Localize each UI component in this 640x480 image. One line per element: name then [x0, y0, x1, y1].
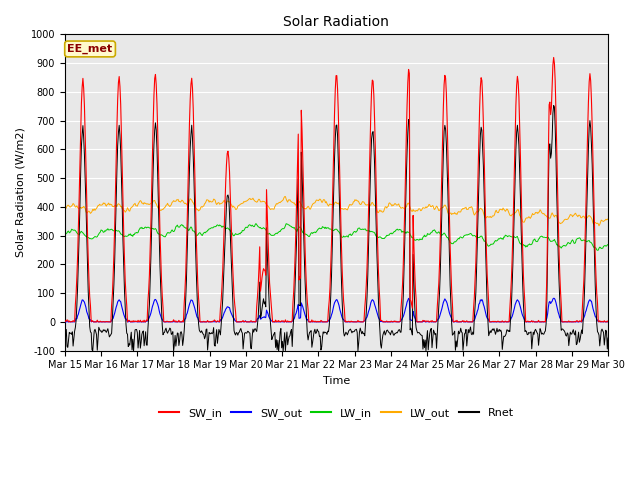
X-axis label: Time: Time — [323, 376, 350, 386]
Text: EE_met: EE_met — [67, 44, 113, 54]
Title: Solar Radiation: Solar Radiation — [284, 15, 389, 29]
Y-axis label: Solar Radiation (W/m2): Solar Radiation (W/m2) — [15, 128, 25, 257]
Legend: SW_in, SW_out, LW_in, LW_out, Rnet: SW_in, SW_out, LW_in, LW_out, Rnet — [155, 404, 518, 423]
